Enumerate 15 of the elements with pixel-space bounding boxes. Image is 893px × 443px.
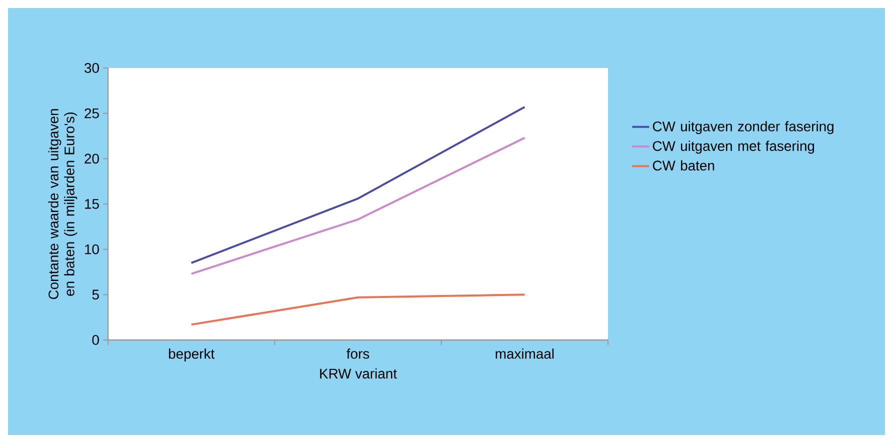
y-tick-label: 30 — [84, 63, 99, 73]
x-tick-label: fors — [346, 348, 370, 359]
legend-label: CW uitgaven met fasering — [652, 140, 814, 154]
x-tick-label: maximaal — [496, 348, 554, 359]
y-tick-label: 15 — [85, 199, 99, 209]
legend-label: CW baten — [652, 160, 714, 171]
y-tick-label: 5 — [92, 290, 99, 300]
y-tick-label: 20 — [84, 154, 99, 164]
legend-label: CW uitgaven zonder fasering — [652, 121, 834, 134]
y-tick-label: 0 — [92, 335, 99, 345]
x-axis-title: KRW variant — [320, 368, 397, 379]
y-axis-title: Contante waarde van uitgaven en baten (in miljarden Euro's) — [48, 109, 78, 300]
y-tick-label: 10 — [85, 244, 99, 254]
x-tick-label: beperkt — [168, 348, 214, 362]
y-tick-label: 25 — [84, 108, 99, 118]
